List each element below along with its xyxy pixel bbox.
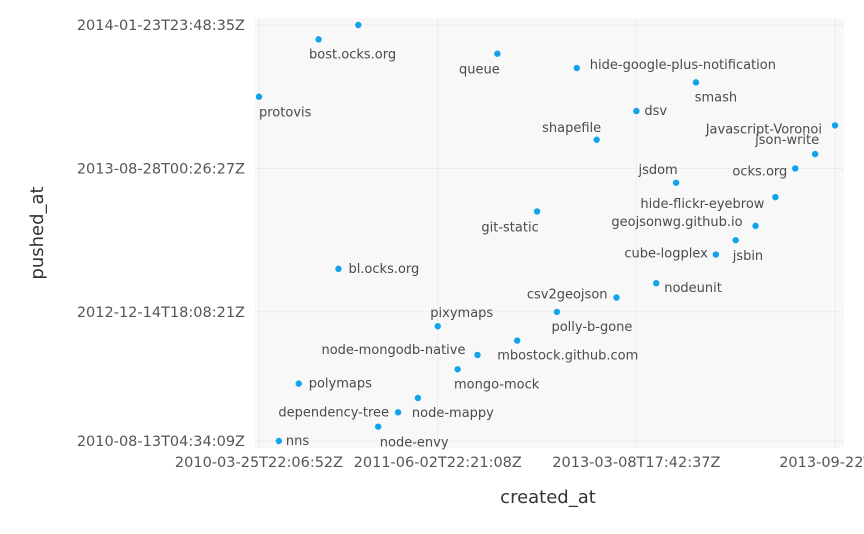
point-label: mongo-mock (454, 377, 540, 392)
y-tick-label: 2010-08-13T04:34:09Z (77, 434, 245, 450)
point-label: ocks.org (732, 164, 787, 179)
data-point (573, 64, 580, 72)
point-label: nodeunit (664, 281, 722, 296)
data-point (275, 437, 283, 445)
point-label: mbostock.github.com (497, 349, 638, 364)
data-point (474, 351, 481, 359)
point-label: shapefile (542, 121, 601, 136)
data-point (533, 208, 541, 215)
data-point (772, 193, 779, 201)
point-label: Javascript-Voronoi (705, 122, 822, 137)
data-point (732, 236, 739, 244)
data-point (434, 323, 441, 330)
data-point (613, 294, 620, 301)
data-point (494, 50, 501, 57)
point-label: smash (695, 90, 737, 105)
data-point (653, 280, 660, 287)
data-point (255, 93, 263, 100)
point-labels: protovis nns polymaps bost.ocks.org bl.ocks.… (259, 47, 822, 450)
point-label: jsdom (637, 163, 677, 178)
point-label: csv2geojson (527, 288, 608, 303)
gridlines (255, 18, 844, 448)
point-label: polly-b-gone (551, 320, 632, 335)
point-label: dependency-tree (278, 405, 389, 420)
x-tick-label: 2013-03-08T17:42:37Z (552, 455, 720, 471)
data-point (295, 380, 302, 387)
data-point (752, 222, 759, 230)
x-tick-label: 2013-09-22T17 (779, 455, 864, 471)
data-point (792, 165, 799, 172)
x-tick-label: 2010-03-25T22:06:52Z (175, 455, 343, 471)
point-label: pixymaps (430, 306, 493, 321)
y-axis-title: pushed_at (27, 186, 48, 279)
point-label: bl.ocks.org (348, 262, 419, 277)
point-label: queue (459, 63, 500, 78)
point-label: cube-logplex (624, 247, 708, 262)
point-label: hide-google-plus-notification (590, 58, 776, 73)
data-point (672, 179, 680, 186)
point-label: node-mappy (412, 406, 494, 421)
data-point (315, 36, 322, 43)
point-label: jsbin (732, 249, 764, 264)
x-axis-title: created_at (500, 487, 596, 508)
y-tick-label: 2012-12-14T18:08:21Z (77, 305, 245, 321)
data-point (811, 150, 819, 158)
data-point (633, 107, 640, 115)
x-tick-label: 2011-06-02T22:21:08Z (354, 455, 522, 471)
data-point (414, 394, 422, 402)
point-label: node-envy (380, 436, 449, 451)
point-label: json-write (754, 133, 819, 148)
point-label: polymaps (309, 377, 372, 392)
point-label: git-static (481, 220, 538, 235)
y-tick-label: 2014-01-23T23:48:35Z (77, 18, 245, 34)
point-label: dsv (644, 104, 667, 119)
point-label: geojsonwg.github.io (611, 215, 742, 230)
points (255, 21, 839, 445)
data-point (831, 122, 839, 129)
data-point (593, 136, 600, 143)
data-point (374, 423, 382, 430)
point-label: node-mongodb-native (321, 343, 465, 358)
point-label: protovis (259, 106, 312, 121)
data-point (454, 366, 461, 373)
plot-background (255, 18, 844, 448)
point-label: nns (286, 434, 309, 449)
data-point (394, 409, 402, 416)
data-point (514, 337, 521, 344)
data-point (355, 21, 362, 29)
y-tick-label: 2013-08-28T00:26:27Z (77, 161, 245, 177)
y-axis-ticks: 2010-08-13T04:34:09Z 2012-12-14T18:08:21Z… (77, 18, 245, 450)
data-point (712, 251, 720, 258)
data-point (553, 308, 561, 316)
data-point (335, 265, 342, 273)
point-label: hide-flickr-eyebrow (640, 197, 764, 212)
point-label: bost.ocks.org (309, 47, 396, 62)
x-axis-ticks: 2010-03-25T22:06:52Z 2011-06-02T22:21:08Z… (175, 455, 864, 471)
data-point (692, 79, 700, 86)
